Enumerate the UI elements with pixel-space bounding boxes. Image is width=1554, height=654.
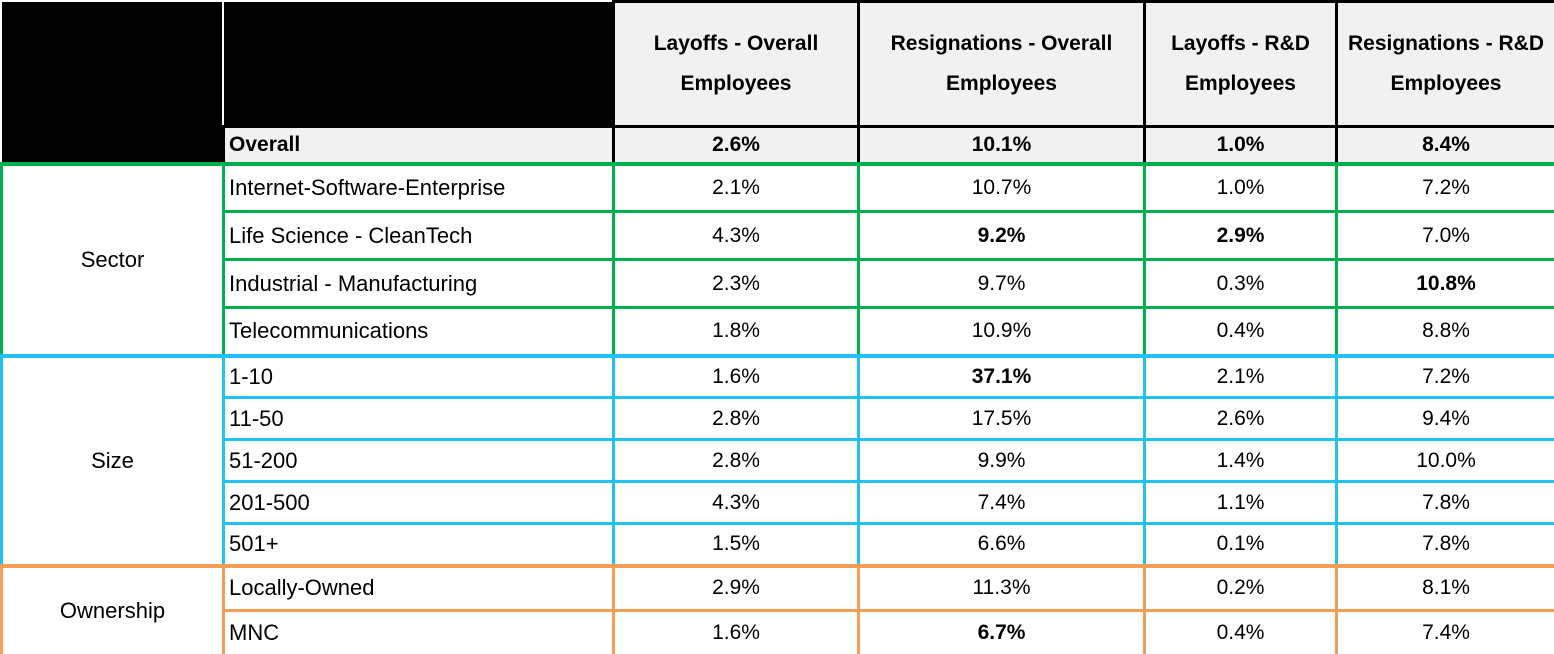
row-label: 51-200 [222,438,615,483]
row-label: Overall [222,125,615,165]
value-cell: 0.3% [1143,258,1338,309]
value-cell: 6.7% [857,609,1146,654]
table-row: 201-500 4.3% 7.4% 1.1% 7.8% [2,480,1554,525]
value-cell: 2.3% [612,258,860,309]
value-cell: 10.9% [857,306,1146,357]
value-cell: 10.8% [1335,258,1554,309]
row-label: Life Science - CleanTech [222,210,615,261]
value-cell: 9.7% [857,258,1146,309]
value-cell: 1.6% [612,609,860,654]
value-cell: 37.1% [857,353,1146,399]
value-cell: 1.6% [612,353,860,399]
table-row: Size 1-10 1.6% 37.1% 2.1% 7.2% [0,353,1554,567]
table-row: MNC 1.6% 6.7% 0.4% 7.4% [2,609,1554,654]
value-cell: 1.5% [612,522,860,567]
table-row: Telecommunications 1.8% 10.9% 0.4% 8.8% [2,306,1554,357]
table-row: Life Science - CleanTech 4.3% 9.2% 2.9% … [2,210,1554,261]
header-row: Layoffs - Overall Employees Resignations… [1,0,1554,164]
group-label-ownership: Ownership [0,563,225,654]
row-label: MNC [222,609,615,654]
table-row: 501+ 1.5% 6.6% 0.1% 7.8% [2,522,1554,567]
row-label: 501+ [222,522,615,567]
value-cell: 8.4% [1335,125,1554,165]
value-cell: 7.8% [1335,480,1554,525]
column-header: Layoffs - Overall Employees [612,0,860,128]
value-cell: 2.1% [1143,353,1338,399]
value-cell: 1.4% [1143,438,1338,483]
table-row: Industrial - Manufacturing 2.3% 9.7% 0.3… [2,258,1554,309]
row-label: 1-10 [222,353,615,399]
value-cell: 9.4% [1335,396,1554,441]
value-cell: 6.6% [857,522,1146,567]
value-cell: 2.6% [612,125,860,165]
value-cell: 10.1% [857,125,1146,165]
value-cell: 1.1% [1143,480,1338,525]
value-cell: 7.0% [1335,210,1554,261]
value-cell: 11.3% [857,563,1146,612]
value-cell: 7.2% [1335,161,1554,213]
table-row: Ownership Locally-Owned 2.9% 11.3% 0.2% … [0,563,1554,654]
group-label-sector: Sector [0,161,225,357]
redacted-title-block [223,1,614,127]
value-cell: 2.6% [1143,396,1338,441]
row-label: Locally-Owned [222,563,615,612]
value-cell: 2.9% [612,563,860,612]
value-cell: 10.0% [1335,438,1554,483]
value-cell: 2.9% [1143,210,1338,261]
value-cell: 0.4% [1143,306,1338,357]
row-label: Industrial - Manufacturing [222,258,615,309]
row-label: 201-500 [222,480,615,525]
column-header: Layoffs - R&D Employees [1143,0,1338,128]
value-cell: 2.1% [612,161,860,213]
value-cell: 4.3% [612,480,860,525]
table-row: Sector Internet-Software-Enterprise 2.1%… [0,161,1554,357]
row-label: 11-50 [222,396,615,441]
value-cell: 4.3% [612,210,860,261]
value-cell: 1.0% [1143,125,1338,165]
value-cell: 9.2% [857,210,1146,261]
value-cell: 7.4% [857,480,1146,525]
table-row: 11-50 2.8% 17.5% 2.6% 9.4% [2,396,1554,441]
value-cell: 7.8% [1335,522,1554,567]
row-label: Telecommunications [222,306,615,357]
value-cell: 1.8% [612,306,860,357]
row-label: Internet-Software-Enterprise [222,161,615,213]
value-cell: 17.5% [857,396,1146,441]
table-row: 51-200 2.8% 9.9% 1.4% 10.0% [2,438,1554,483]
value-cell: 0.4% [1143,609,1338,654]
overall-row: Overall 2.6% 10.1% 1.0% 8.4% [2,125,1554,165]
value-cell: 0.2% [1143,563,1338,612]
value-cell: 7.2% [1335,353,1554,399]
redacted-title-block [1,1,224,164]
value-cell: 1.0% [1143,161,1338,213]
value-cell: 9.9% [857,438,1146,483]
value-cell: 2.8% [612,396,860,441]
value-cell: 0.1% [1143,522,1338,567]
value-cell: 8.1% [1335,563,1554,612]
column-header: Resignations - Overall Employees [857,0,1146,128]
value-cell: 10.7% [857,161,1146,213]
column-header: Resignations - R&D Employees [1335,0,1554,128]
value-cell: 7.4% [1335,609,1554,654]
value-cell: 8.8% [1335,306,1554,357]
value-cell: 2.8% [612,438,860,483]
group-label-size: Size [0,353,225,567]
